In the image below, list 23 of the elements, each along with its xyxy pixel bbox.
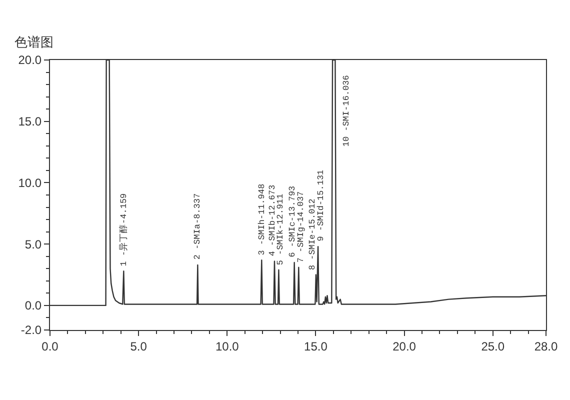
annotation: 9 -SMId-15.131 xyxy=(316,170,326,242)
x-tick-label: 20.0 xyxy=(392,339,416,354)
y-tick-label: -2.0 xyxy=(20,323,42,338)
annotation: 3 -SMIh-11.948 xyxy=(257,184,268,256)
annotation: 8 -SMIe-15.012 xyxy=(307,198,318,270)
annotation: 7 -SMIg-14.037 xyxy=(296,191,306,263)
x-tick-label: 5.0 xyxy=(130,339,148,354)
annotation: 6 -SMIc-13.793 xyxy=(287,186,298,258)
x-tick-label: 15.0 xyxy=(304,339,328,354)
annotation: 5 -SMIk-12.911 xyxy=(275,194,286,266)
chart-title: 色谱图 xyxy=(14,36,54,51)
y-tick-label: 5.0 xyxy=(24,237,42,252)
y-tick-label: 20.0 xyxy=(18,53,42,68)
x-tick-label: 25.0 xyxy=(481,339,505,354)
annotation: 1 -异丁醇-4.159 xyxy=(118,193,130,266)
annotation: 10 -SMI-16.036 xyxy=(342,75,352,147)
x-tick-label: 28.0 xyxy=(534,339,558,354)
annotation: 2 -SMIa-8.337 xyxy=(192,193,203,260)
y-tick-label: 10.0 xyxy=(18,176,42,190)
x-tick-label: 0.0 xyxy=(42,339,59,354)
y-tick-label: 15.0 xyxy=(18,114,42,129)
x-tick-label: 10.0 xyxy=(215,339,240,354)
y-tick-label: 0.0 xyxy=(24,298,42,313)
